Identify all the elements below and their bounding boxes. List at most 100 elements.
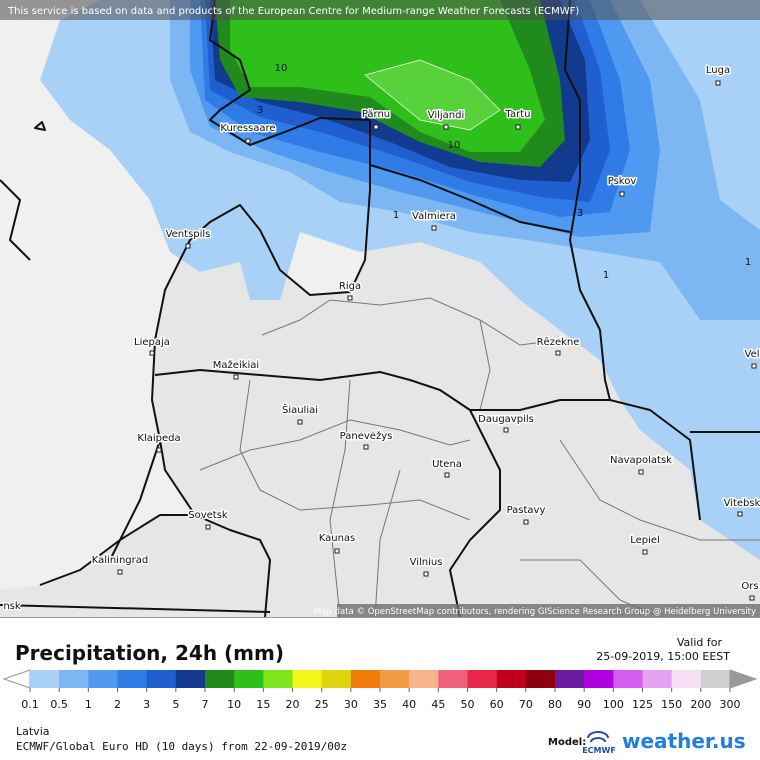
city-dot [751,363,757,369]
city-label: nsk [3,601,21,612]
city-label: Navapolatsk [610,455,672,466]
city-dot [334,548,340,554]
color-box [117,670,148,688]
tick-label: 30 [344,698,358,711]
color-box [321,670,352,688]
city-label: Pastavy [507,505,546,516]
city-label: Klaipeda [137,433,180,444]
city-label: Rēzekne [537,337,580,348]
tick-label: 40 [402,698,416,711]
city-label: Šiauliai [282,403,318,416]
city-label: Ors [741,581,758,592]
color-box [30,670,60,688]
city-dot [185,243,191,249]
color-box [584,670,614,688]
city-dot [156,447,162,453]
city-label: Mažeikiai [213,359,259,371]
contour-label: 10 [448,140,461,151]
city-dot [347,295,353,301]
city-dot [205,524,211,530]
city-dot [297,419,303,425]
color-box [88,670,118,688]
city-label: Sovetsk [188,510,228,521]
city-dot [523,519,529,525]
color-box [409,670,439,688]
tick-label: 90 [577,698,591,711]
model-logo: ECMWF [582,746,616,755]
contour-label: 1 [393,210,399,221]
tick-label: 20 [286,698,300,711]
city-label: Valmiera [412,211,456,222]
tick-label: 60 [490,698,504,711]
city-label: Vilnius [410,557,443,568]
city-label: Kuressaare [220,123,275,134]
map: Luga Pärnu Viljandi Tartu Kuressaare Pskov Val… [0,0,760,618]
color-box [263,670,293,688]
tick-label: 45 [431,698,445,711]
city-label: Ventspils [166,229,211,240]
valid-label: Valid for [677,636,723,649]
contour-labels: 3 10 10 1 3 1 1 [257,63,751,281]
city-label: Kaliningrad [92,555,148,566]
legend-title: Precipitation, 24h (mm) [15,641,284,665]
city-label: Riga [339,281,361,292]
color-box [234,670,264,688]
city-dot [749,595,755,601]
city-dot [373,124,379,130]
city-label: Kaunas [319,533,356,544]
city-dot [642,549,648,555]
region: Latvia [16,725,50,738]
city-dot [117,569,123,575]
tick-label: 7 [202,698,209,711]
city-label: Tartu [505,109,531,120]
color-box [496,670,527,688]
tick-label: 0.1 [21,698,39,711]
contour-label: 3 [257,105,263,116]
contour-label: 1 [603,270,609,281]
contour-label: 10 [275,63,288,74]
colorbar: 0.1 0.5 1 2 3 5 7 10 15 20 25 30 35 40 45 50 60 70 80 90 100… [2,669,758,711]
tick-label: 2 [114,698,121,711]
notice-bar [0,0,760,20]
city-label: Liepaja [134,337,170,348]
color-box [350,670,381,688]
city-label: Luga [706,65,730,76]
color-box [205,670,235,688]
city-label: Pärnu [362,109,390,120]
precip-area [364,59,501,131]
ecmwf-icon [587,731,609,743]
tick-label: 15 [256,698,270,711]
city-dot [245,138,251,144]
city-dot [431,225,437,231]
notice: This service is based on data and produc… [7,6,579,17]
city-dot [149,350,155,356]
attribution-bar [337,604,760,617]
color-box [292,670,323,688]
tick-label: 3 [143,698,150,711]
city-label: Pskov [608,176,637,187]
color-box [380,670,410,688]
tick-label: 25 [315,698,329,711]
city-dot [443,124,449,130]
color-box [613,670,643,688]
color-box [59,670,89,688]
color-box [467,670,498,688]
tick-label: 150 [661,698,682,711]
valid-time: 25-09-2019, 15:00 EEST [596,650,730,663]
color-box [146,670,177,688]
tick-label: 35 [373,698,387,711]
color-box [700,670,731,688]
city-dot [619,191,625,197]
cities: Luga Pärnu Viljandi Tartu Kuressaare Pskov Val… [2,64,760,614]
tick-label: 1 [85,698,92,711]
tick-label: 200 [690,698,711,711]
city-label: Viljandi [428,110,465,121]
tick-label: 5 [172,698,179,711]
city-dot [715,80,721,86]
model-label: Model: [548,737,586,748]
colorbar-low-arrow [2,669,31,689]
tick-label: 80 [548,698,562,711]
city-dot [363,444,369,450]
color-box [525,670,556,688]
